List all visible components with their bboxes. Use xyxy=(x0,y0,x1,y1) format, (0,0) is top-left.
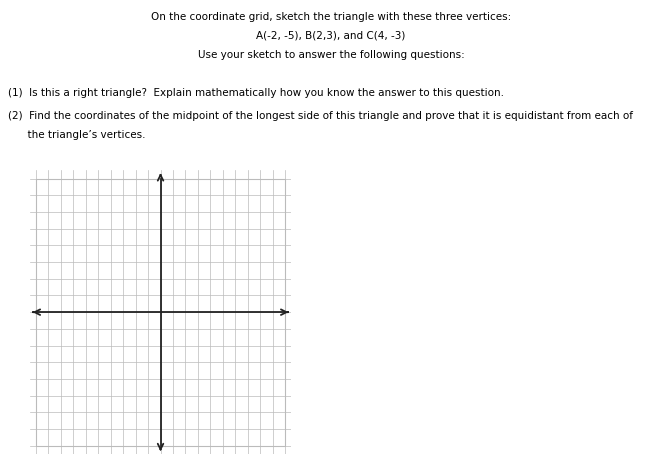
Text: the triangle’s vertices.: the triangle’s vertices. xyxy=(8,130,146,140)
Text: On the coordinate grid, sketch the triangle with these three vertices:: On the coordinate grid, sketch the trian… xyxy=(151,12,511,22)
Text: A(-2, -5), B(2,3), and C(4, -3): A(-2, -5), B(2,3), and C(4, -3) xyxy=(256,31,406,41)
Text: (1)  Is this a right triangle?  Explain mathematically how you know the answer t: (1) Is this a right triangle? Explain ma… xyxy=(8,88,504,97)
Text: (2)  Find the coordinates of the midpoint of the longest side of this triangle a: (2) Find the coordinates of the midpoint… xyxy=(8,111,633,121)
Text: Use your sketch to answer the following questions:: Use your sketch to answer the following … xyxy=(198,50,464,60)
